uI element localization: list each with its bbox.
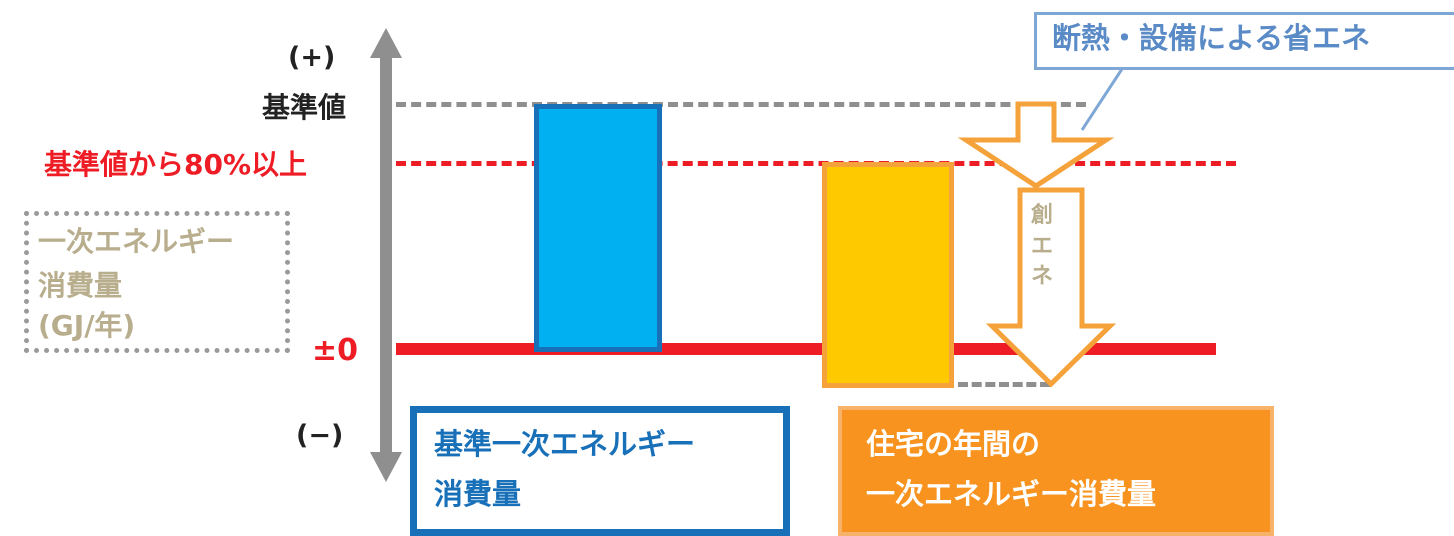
house-consumption-bar — [822, 162, 954, 388]
net-consumption-line — [958, 382, 1050, 387]
vertical-axis — [380, 52, 392, 460]
energy-creation-arrow-icon — [985, 187, 1117, 388]
axis-title-line-1: 一次エネルギー — [38, 225, 235, 258]
house-category-line-2: 一次エネルギー消費量 — [866, 477, 1157, 511]
house-category-line-1: 住宅の年間の — [866, 427, 1041, 461]
axis-up-arrow-icon — [370, 28, 402, 58]
energy-saving-callout — [1034, 12, 1454, 70]
base-level-line — [396, 102, 1086, 107]
axis-down-arrow-icon — [370, 452, 402, 482]
zero-label: ±0 — [312, 333, 359, 368]
house-category-box — [838, 406, 1274, 536]
axis-title-line-2: 消費量 — [38, 269, 123, 302]
base-level-label: 基準値 — [262, 91, 347, 124]
standard-category-box — [410, 406, 790, 536]
axis-title-line-3: (GJ/年) — [38, 309, 136, 342]
creation-label-char-2: エ — [1031, 234, 1054, 259]
energy-saving-arrow-icon — [957, 101, 1115, 189]
eighty-percent-line — [396, 161, 1236, 166]
creation-label-char-3: ネ — [1031, 264, 1054, 289]
axis-plus-label: (+) — [288, 42, 336, 73]
standard-category-line-1: 基準一次エネルギー — [434, 427, 696, 461]
callout-pointer — [1080, 68, 1124, 131]
creation-label-char-1: 創 — [1031, 203, 1054, 228]
axis-title-box — [24, 211, 290, 353]
eighty-percent-label: 基準値から80%以上 — [44, 148, 308, 181]
standard-category-line-2: 消費量 — [434, 477, 522, 511]
standard-consumption-bar — [534, 104, 662, 352]
axis-minus-label: (−) — [296, 420, 344, 451]
energy-saving-callout-text: 断熱・設備による省エネ — [1052, 21, 1371, 55]
